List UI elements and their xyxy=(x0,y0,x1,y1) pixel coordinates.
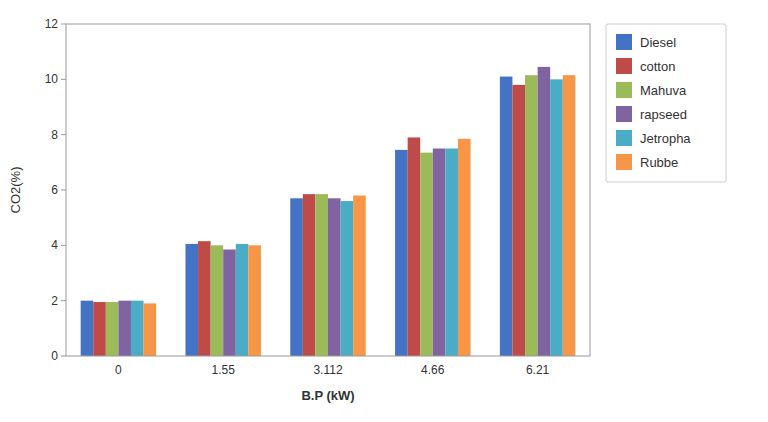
bar xyxy=(341,201,354,356)
page: {"chart_data": {"type": "bar", "categori… xyxy=(0,0,768,422)
bar xyxy=(81,301,94,356)
bar xyxy=(433,149,446,357)
y-tick xyxy=(61,300,66,301)
plot-frame xyxy=(66,24,590,356)
legend-label: Diesel xyxy=(640,35,676,50)
bar xyxy=(538,67,551,356)
bar xyxy=(118,301,131,356)
legend-swatch xyxy=(616,34,632,50)
x-tick-label: 1.55 xyxy=(212,363,236,377)
legend-label: Rubbe xyxy=(640,155,678,170)
legend-label: rapseed xyxy=(640,107,687,122)
y-tick-label: 10 xyxy=(45,72,59,86)
bar xyxy=(420,153,433,356)
y-tick xyxy=(61,134,66,135)
legend-label: Jetropha xyxy=(640,131,691,146)
legend: Diesel cotton Mahuva rapseed Jetropha Rubbe xyxy=(606,24,726,182)
bar xyxy=(525,75,538,356)
bar xyxy=(445,149,458,357)
bar xyxy=(248,245,261,356)
bar-series xyxy=(144,75,576,356)
y-tick xyxy=(61,245,66,246)
y-tick xyxy=(61,79,66,80)
bar xyxy=(106,302,119,356)
y-tick-label: 4 xyxy=(51,238,58,252)
bar xyxy=(144,303,157,356)
y-tick-label: 0 xyxy=(51,349,58,363)
y-tick-label: 12 xyxy=(45,17,59,31)
bar xyxy=(236,244,249,356)
bar xyxy=(500,77,513,356)
legend-swatch xyxy=(616,130,632,146)
axes: 0 2 4 6 8 10 12 0 1.55 3.112 4.66 6.21 xyxy=(45,17,590,377)
y-tick xyxy=(61,24,66,25)
legend-swatch xyxy=(616,82,632,98)
bar xyxy=(93,302,106,356)
bar xyxy=(408,137,421,356)
bars xyxy=(81,67,576,356)
chart-container: 0 2 4 6 8 10 12 0 1.55 3.112 4.66 6.21 B.P (kW) CO2(%… xyxy=(0,0,768,422)
x-tick-label: 3.112 xyxy=(313,363,342,377)
bar xyxy=(303,194,316,356)
bar xyxy=(353,196,366,356)
x-tick-label: 0 xyxy=(115,363,122,377)
bar xyxy=(550,79,563,356)
bar xyxy=(211,245,224,356)
y-axis-label: CO2(%) xyxy=(8,167,23,214)
bar xyxy=(328,198,341,356)
bar xyxy=(290,198,303,356)
bar-series xyxy=(93,85,525,356)
y-tick-label: 6 xyxy=(51,183,58,197)
legend-swatch xyxy=(616,154,632,170)
bar xyxy=(185,244,198,356)
bar xyxy=(512,85,525,356)
legend-swatch xyxy=(616,106,632,122)
x-tick-label: 6.21 xyxy=(526,363,550,377)
x-tick-label: 4.66 xyxy=(421,363,445,377)
bar xyxy=(315,194,328,356)
y-tick-label: 2 xyxy=(51,294,58,308)
bar xyxy=(563,75,576,356)
y-tick xyxy=(61,356,66,357)
y-tick-label: 8 xyxy=(51,128,58,142)
bar xyxy=(131,301,144,356)
bar-series xyxy=(131,79,563,356)
bar-series xyxy=(106,75,538,356)
bar xyxy=(458,139,471,356)
legend-swatch xyxy=(616,58,632,74)
chart-svg: 0 2 4 6 8 10 12 0 1.55 3.112 4.66 6.21 B.P (kW) CO2(%… xyxy=(0,0,768,422)
x-axis-label: B.P (kW) xyxy=(301,388,354,403)
bar-series xyxy=(81,77,513,356)
legend-label: cotton xyxy=(640,59,675,74)
legend-label: Mahuva xyxy=(640,83,687,98)
bar xyxy=(395,150,408,356)
bar xyxy=(198,241,211,356)
y-tick xyxy=(61,190,66,191)
bar-series xyxy=(118,67,550,356)
bar xyxy=(223,249,236,356)
legend-frame xyxy=(606,24,726,182)
